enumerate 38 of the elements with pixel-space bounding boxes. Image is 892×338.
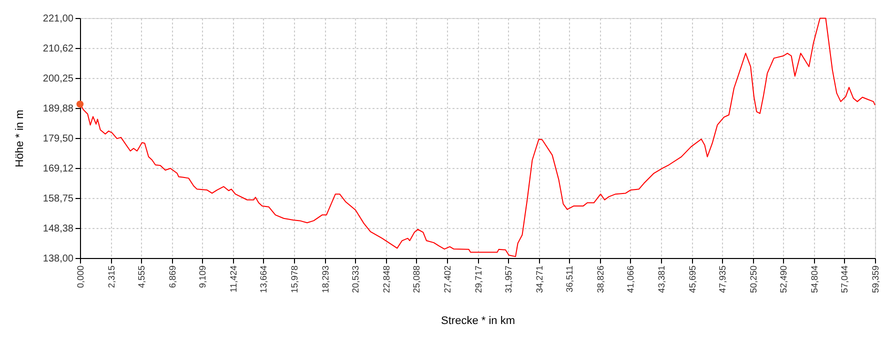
y-tick-label: 200,25: [42, 74, 74, 84]
x-tick-label: 50,250: [748, 266, 758, 294]
x-tick-label: 9,109: [198, 266, 208, 288]
x-tick-label: 20,533: [350, 266, 360, 294]
x-tick-label: 36,511: [564, 266, 574, 292]
x-tick-label: 34,271: [534, 266, 544, 294]
x-tick-label: 59,359: [870, 266, 880, 294]
x-tick-label: 25,088: [412, 266, 422, 294]
x-tick-label: 22,848: [382, 266, 392, 294]
x-tick-label: 6,869: [167, 266, 178, 288]
x-tick-label: 54,804: [809, 266, 820, 294]
y-tick-label: 148,38: [42, 224, 74, 234]
x-tick-label: 38,826: [596, 266, 606, 294]
x-tick-label: 29,717: [474, 266, 484, 294]
y-tick-label: 210,62: [42, 44, 74, 54]
x-tick-label: 41,066: [626, 266, 636, 294]
x-tick-label: 4,555: [136, 266, 147, 288]
x-tick-label: 15,978: [289, 266, 300, 294]
y-axis-title: Höhe * in m: [14, 110, 26, 168]
x-tick-label: 47,935: [717, 266, 728, 294]
x-tick-label: 43,381: [656, 266, 667, 294]
y-tick-label: 138,00: [42, 254, 74, 264]
y-tick-label: 179,50: [42, 134, 74, 144]
x-tick-label: 45,695: [687, 266, 698, 294]
y-tick-label: 158,75: [42, 194, 74, 204]
y-tick-label: 189,88: [42, 104, 74, 114]
x-tick-label: 0,000: [76, 266, 86, 288]
y-tick-label: 221,00: [42, 14, 74, 24]
x-tick-label: 11,424: [228, 266, 239, 292]
x-tick-label: 52,490: [778, 266, 789, 294]
x-tick-label: 18,293: [320, 266, 330, 294]
x-tick-label: 13,664: [258, 266, 269, 294]
x-tick-label: 27,402: [442, 266, 452, 294]
x-tick-label: 2,315: [106, 266, 117, 288]
y-tick-label: 169,12: [42, 164, 74, 174]
x-tick-label: 31,957: [504, 266, 514, 294]
x-axis-title: Strecke * in km: [441, 315, 515, 328]
x-tick-label: 57,044: [839, 266, 850, 294]
